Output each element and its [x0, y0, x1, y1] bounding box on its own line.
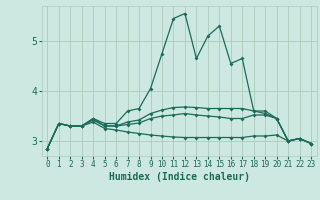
X-axis label: Humidex (Indice chaleur): Humidex (Indice chaleur) [109, 172, 250, 182]
